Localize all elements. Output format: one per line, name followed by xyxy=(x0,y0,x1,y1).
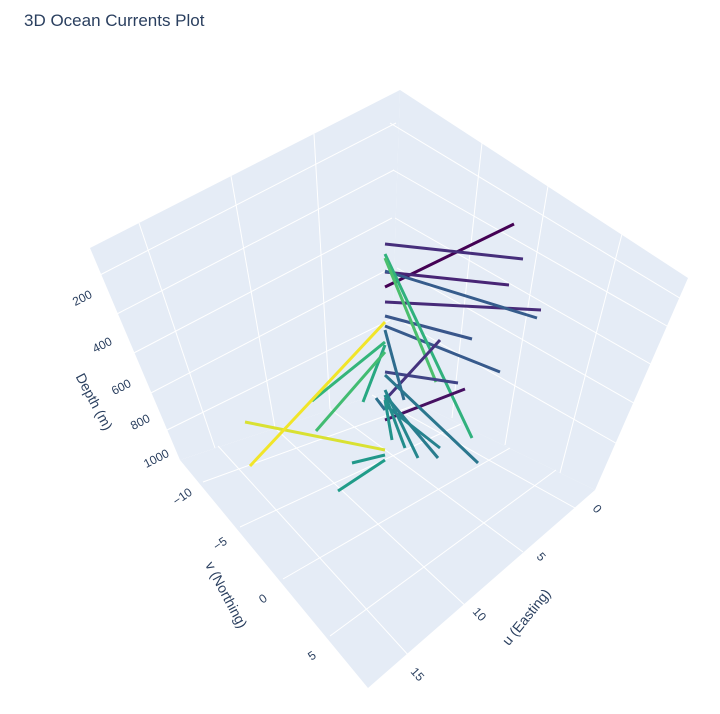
y-tick-label: 0 xyxy=(256,591,270,606)
x-axis-title: u (Easting) xyxy=(499,586,554,649)
y-tick-label: 5 xyxy=(305,648,319,663)
z-axis-title: Depth (m) xyxy=(73,370,116,432)
z-tick-label: 400 xyxy=(90,334,114,356)
x-tick-label: 0 xyxy=(590,502,605,517)
y-axis-title: v (Northing) xyxy=(202,559,250,631)
z-tick-label: 800 xyxy=(128,411,152,433)
z-tick-label: 600 xyxy=(109,376,133,398)
z-tick-label: 200 xyxy=(70,287,94,309)
x-tick-label: 5 xyxy=(534,550,549,565)
x-tick-label: 15 xyxy=(408,665,428,685)
y-tick-label: −10 xyxy=(170,485,195,508)
scene-panes xyxy=(90,90,688,688)
y-tick-label: −5 xyxy=(210,534,230,554)
z-tick-label: 1000 xyxy=(141,446,171,471)
x-tick-label: 10 xyxy=(470,605,490,625)
